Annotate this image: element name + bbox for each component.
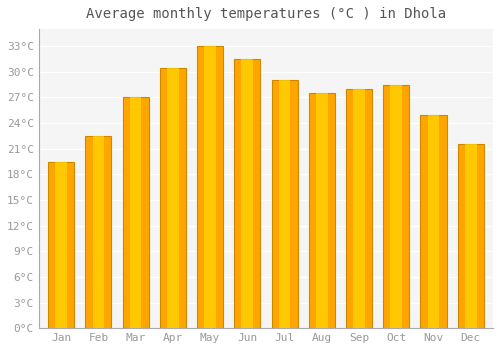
- Bar: [308, 93, 335, 328]
- Bar: [86, 136, 112, 328]
- Bar: [160, 68, 186, 328]
- Bar: [346, 89, 372, 328]
- Bar: [48, 162, 74, 328]
- Bar: [197, 46, 223, 328]
- Bar: [353, 89, 365, 328]
- Bar: [204, 46, 216, 328]
- Bar: [122, 97, 148, 328]
- Bar: [420, 114, 446, 328]
- Bar: [234, 59, 260, 328]
- Bar: [56, 162, 67, 328]
- Bar: [167, 68, 178, 328]
- Title: Average monthly temperatures (°C ) in Dhola: Average monthly temperatures (°C ) in Dh…: [86, 7, 446, 21]
- Bar: [390, 85, 402, 328]
- Bar: [242, 59, 253, 328]
- Bar: [316, 93, 328, 328]
- Bar: [278, 80, 290, 328]
- Bar: [465, 145, 476, 328]
- Bar: [383, 85, 409, 328]
- Bar: [428, 114, 440, 328]
- Bar: [272, 80, 297, 328]
- Bar: [458, 145, 483, 328]
- Bar: [92, 136, 104, 328]
- Bar: [130, 97, 141, 328]
